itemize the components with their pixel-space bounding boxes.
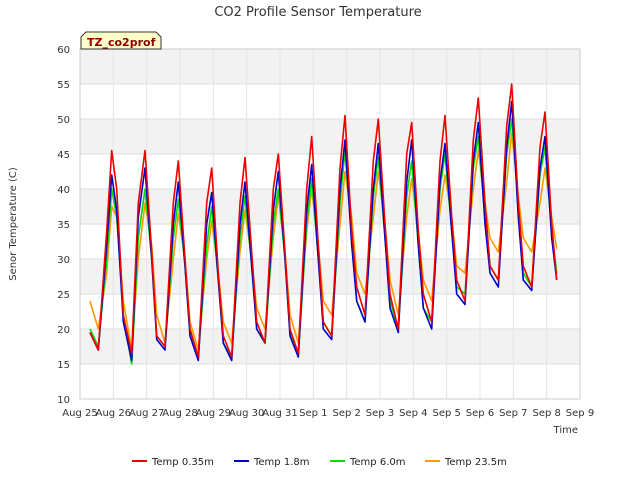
y-tick-label: 35 — [57, 220, 70, 231]
legend-label: Temp 1.8m — [253, 457, 309, 468]
y-tick-label: 30 — [57, 255, 70, 266]
legend: Temp 0.35m Temp 1.8m Temp 6.0m Temp 23.5m — [132, 457, 507, 468]
x-tick-label: Aug 31 — [262, 408, 297, 419]
x-tick-label: Aug 29 — [196, 408, 231, 419]
x-tick-label: Aug 25 — [62, 408, 97, 419]
y-tick-label: 15 — [57, 360, 70, 371]
x-tick-label: Sep 4 — [399, 408, 427, 419]
x-tick-label: Sep 2 — [332, 408, 360, 419]
x-tick-label: Sep 7 — [499, 408, 527, 419]
y-axis: 10 15 20 25 30 35 40 45 50 55 60 — [57, 45, 70, 406]
y-tick-label: 55 — [57, 80, 70, 91]
y-tick-label: 25 — [57, 290, 70, 301]
y-tick-label: 40 — [57, 185, 70, 196]
y-tick-label: 50 — [57, 115, 70, 126]
series-line — [89, 100, 558, 362]
x-tick-label: Sep 9 — [566, 408, 594, 419]
x-tick-label: Sep 3 — [366, 408, 394, 419]
chart-title: CO2 Profile Sensor Temperature — [214, 5, 421, 20]
legend-label: Temp 23.5m — [444, 457, 507, 468]
grid-band — [80, 49, 580, 84]
plot-frame — [79, 48, 581, 400]
legend-label: Temp 6.0m — [349, 457, 405, 468]
y-tick-label: 20 — [57, 325, 70, 336]
x-tick-label: Aug 26 — [96, 408, 131, 419]
y-tick-label: 60 — [57, 45, 70, 56]
y-tick-label: 10 — [57, 395, 70, 406]
x-tick-label: Sep 1 — [299, 408, 327, 419]
x-tick-label: Aug 27 — [129, 408, 164, 419]
site-tag: TZ_co2prof — [80, 31, 162, 50]
x-axis-label: Time — [553, 425, 578, 436]
site-tag-label: TZ_co2prof — [87, 36, 156, 49]
grid-band — [80, 189, 580, 224]
x-tick-label: Sep 5 — [432, 408, 460, 419]
series-line — [89, 83, 558, 358]
y-tick-label: 45 — [57, 150, 70, 161]
x-tick-label: Aug 30 — [229, 408, 264, 419]
x-tick-label: Sep 8 — [532, 408, 560, 419]
grid-band — [80, 119, 580, 154]
x-tick-label: Aug 28 — [162, 408, 197, 419]
y-axis-label: Senor Temperature (C) — [8, 167, 19, 281]
x-tick-label: Sep 6 — [466, 408, 494, 419]
series-lines — [89, 83, 558, 365]
legend-label: Temp 0.35m — [151, 457, 214, 468]
